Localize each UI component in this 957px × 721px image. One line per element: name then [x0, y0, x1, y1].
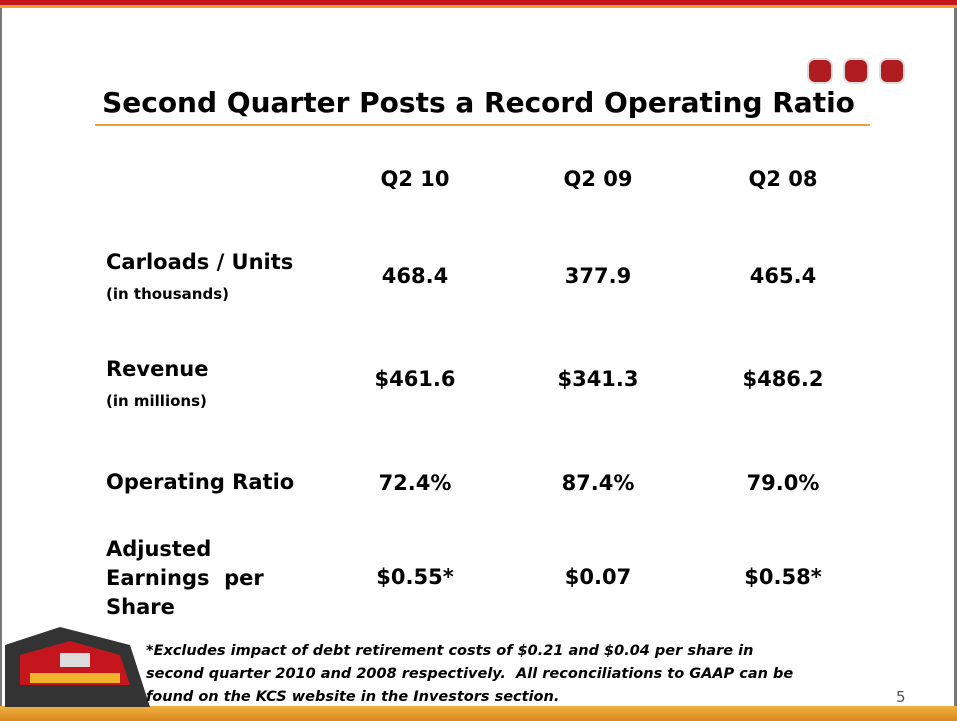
- logos: [807, 58, 905, 84]
- cell-value: 465.4: [749, 264, 817, 288]
- cell-value: $0.58*: [744, 565, 822, 589]
- cell-value: 72.4%: [378, 471, 452, 495]
- column-header: Q2 10: [380, 167, 450, 191]
- bottom-bar: [0, 706, 957, 721]
- cell-value: 468.4: [381, 264, 449, 288]
- cell-value: $0.07: [564, 565, 632, 589]
- logo: [879, 58, 905, 84]
- row-sublabel: (in thousands): [106, 285, 229, 303]
- column-header: Q2 09: [563, 167, 633, 191]
- loco-window: [60, 653, 90, 667]
- footnote-line: *Excludes impact of debt retirement cost…: [146, 643, 754, 659]
- cell-value: $461.6: [374, 367, 456, 391]
- right-border: [954, 8, 957, 708]
- slide-title: Second Quarter Posts a Record Operating …: [102, 86, 855, 119]
- row-label: Operating Ratio: [106, 470, 295, 494]
- cell-value: $0.55*: [376, 565, 454, 589]
- cell-value: $486.2: [742, 367, 824, 391]
- logo: [807, 58, 833, 84]
- top-red-bar: [0, 0, 957, 5]
- footnote-line: found on the KCS website in the Investor…: [146, 689, 560, 705]
- logo: [843, 58, 869, 84]
- row-label: Earnings per: [106, 566, 264, 590]
- left-border: [0, 8, 2, 708]
- cell-value: 377.9: [564, 264, 632, 288]
- locomotive-image: [5, 627, 150, 707]
- cell-value: 79.0%: [746, 471, 820, 495]
- title-underline: [95, 124, 870, 126]
- row-label: Share: [106, 595, 175, 619]
- top-orange-bar: [0, 5, 957, 8]
- row-label: Revenue: [106, 357, 209, 381]
- row-label: Carloads / Units: [106, 250, 294, 274]
- page-number: 5: [896, 688, 906, 706]
- loco-stripe: [30, 673, 120, 683]
- footnote-line: second quarter 2010 and 2008 respectivel…: [146, 666, 794, 682]
- row-sublabel: (in millions): [106, 392, 207, 410]
- row-label: Adjusted: [106, 537, 212, 561]
- cell-value: 87.4%: [561, 471, 635, 495]
- cell-value: $341.3: [557, 367, 639, 391]
- column-header: Q2 08: [748, 167, 818, 191]
